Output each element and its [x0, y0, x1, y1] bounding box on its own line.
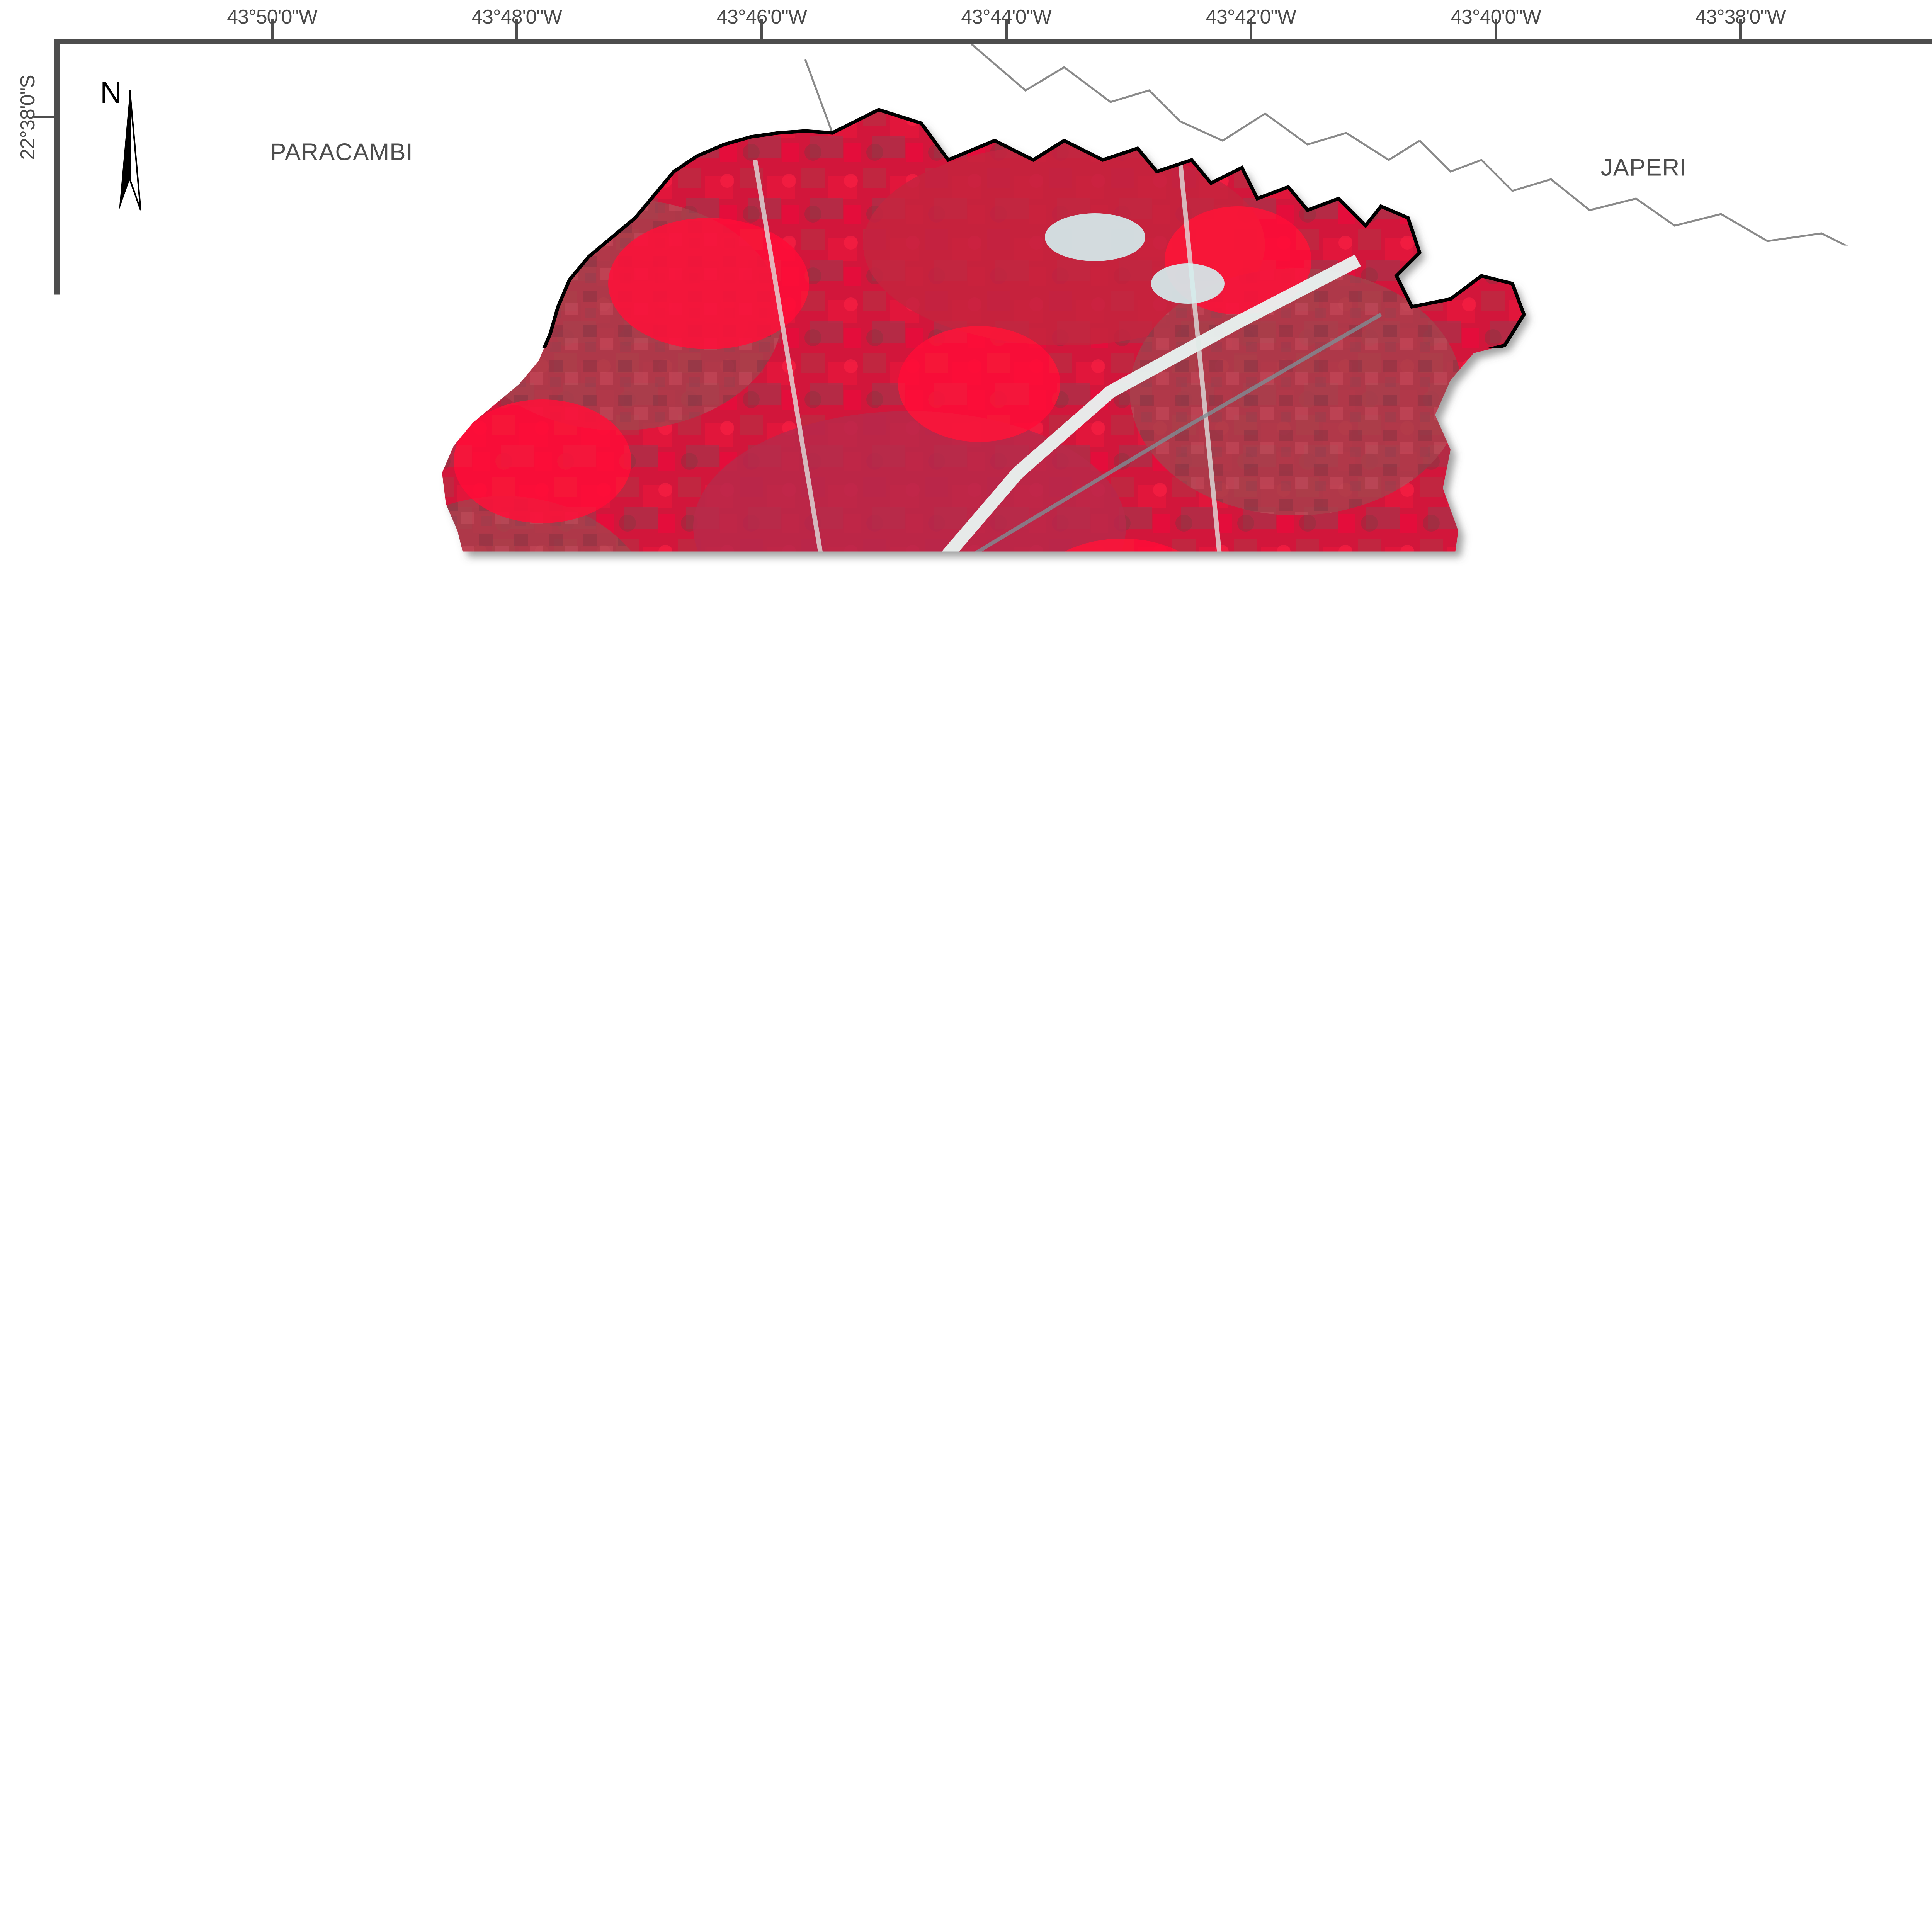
scale-tick-0: 0	[122, 1786, 136, 1813]
lat-label-left-6: 22°50'0"S	[16, 1436, 39, 1552]
municipality-label-japeri: JAPERI	[1600, 154, 1687, 181]
lon-label-top-2: 43°46'0"W	[716, 5, 807, 29]
lon-tick-bottom-0	[271, 1878, 274, 1898]
scale-bar-graphic	[129, 1813, 527, 1837]
lon-tick-bottom-2	[760, 1878, 763, 1898]
lon-label-bottom-4: 43°42'0"W	[1206, 1902, 1296, 1917]
lon-tick-bottom-4	[1250, 1878, 1252, 1898]
map-page: N PARACAMBI JAPERI PIRAÍ QUEIMADOS ITAGUAÍ NO…	[0, 0, 1932, 1917]
scale-tick-2: 4	[321, 1786, 335, 1813]
lon-label-top-4: 43°42'0"W	[1206, 5, 1296, 29]
lon-label-bottom-3: 43°44'0"W	[961, 1902, 1051, 1917]
lon-label-top-1: 43°48'0"W	[471, 5, 562, 29]
map-canvas	[60, 44, 1932, 1872]
municipality-label-paracambi: PARACAMBI	[270, 138, 413, 166]
municipality-label-rio-de: RIO DE JANEIRO	[1332, 1778, 1438, 1834]
lat-label-left-5: 22°48'0"S	[16, 1207, 39, 1323]
lon-tick-bottom-1	[515, 1878, 518, 1898]
lat-label-left-0: 22°38'0"S	[16, 59, 39, 175]
lon-label-top-3: 43°44'0"W	[961, 5, 1051, 29]
lon-label-bottom-1: 43°48'0"W	[471, 1902, 562, 1917]
lon-label-bottom-2: 43°46'0"W	[716, 1902, 807, 1917]
lon-tick-bottom-6	[1739, 1878, 1742, 1898]
scale-bar: 0248 km	[129, 1786, 527, 1837]
lon-label-top-5: 43°40'0"W	[1451, 5, 1541, 29]
lon-label-bottom-5: 43°40'0"W	[1451, 1902, 1541, 1917]
lat-label-left-3: 22°44'0"S	[16, 748, 39, 864]
scale-tick-1: 2	[222, 1786, 235, 1813]
main-map-frame[interactable]: N PARACAMBI JAPERI PIRAÍ QUEIMADOS ITAGUAÍ NO…	[54, 39, 1932, 1878]
lon-label-bottom-0: 43°50'0"W	[227, 1902, 317, 1917]
municipality-label-itaguaí: ITAGUAÍ	[152, 1371, 249, 1398]
north-arrow-icon	[102, 87, 160, 214]
municipality-label-piraí: PIRAÍ	[128, 602, 192, 629]
lat-label-left-7: 22°52'0"S	[16, 1666, 39, 1782]
lon-label-bottom-6: 43°38'0"W	[1695, 1902, 1786, 1917]
municipality-label-queimados: QUEIMADOS	[1592, 695, 1742, 722]
lon-label-top-6: 43°38'0"W	[1695, 5, 1786, 29]
municipality-label-nova: NOVA IGUAÇU	[1652, 1257, 1747, 1312]
scale-tick-3: 8 km	[509, 1786, 561, 1813]
lat-label-left-1: 22°40'0"S	[16, 289, 39, 405]
lat-label-left-2: 22°42'0"S	[16, 518, 39, 634]
lon-tick-bottom-5	[1495, 1878, 1497, 1898]
lon-tick-bottom-3	[1005, 1878, 1008, 1898]
lat-label-left-4: 22°46'0"S	[16, 977, 39, 1093]
lon-label-top-0: 43°50'0"W	[227, 5, 317, 29]
